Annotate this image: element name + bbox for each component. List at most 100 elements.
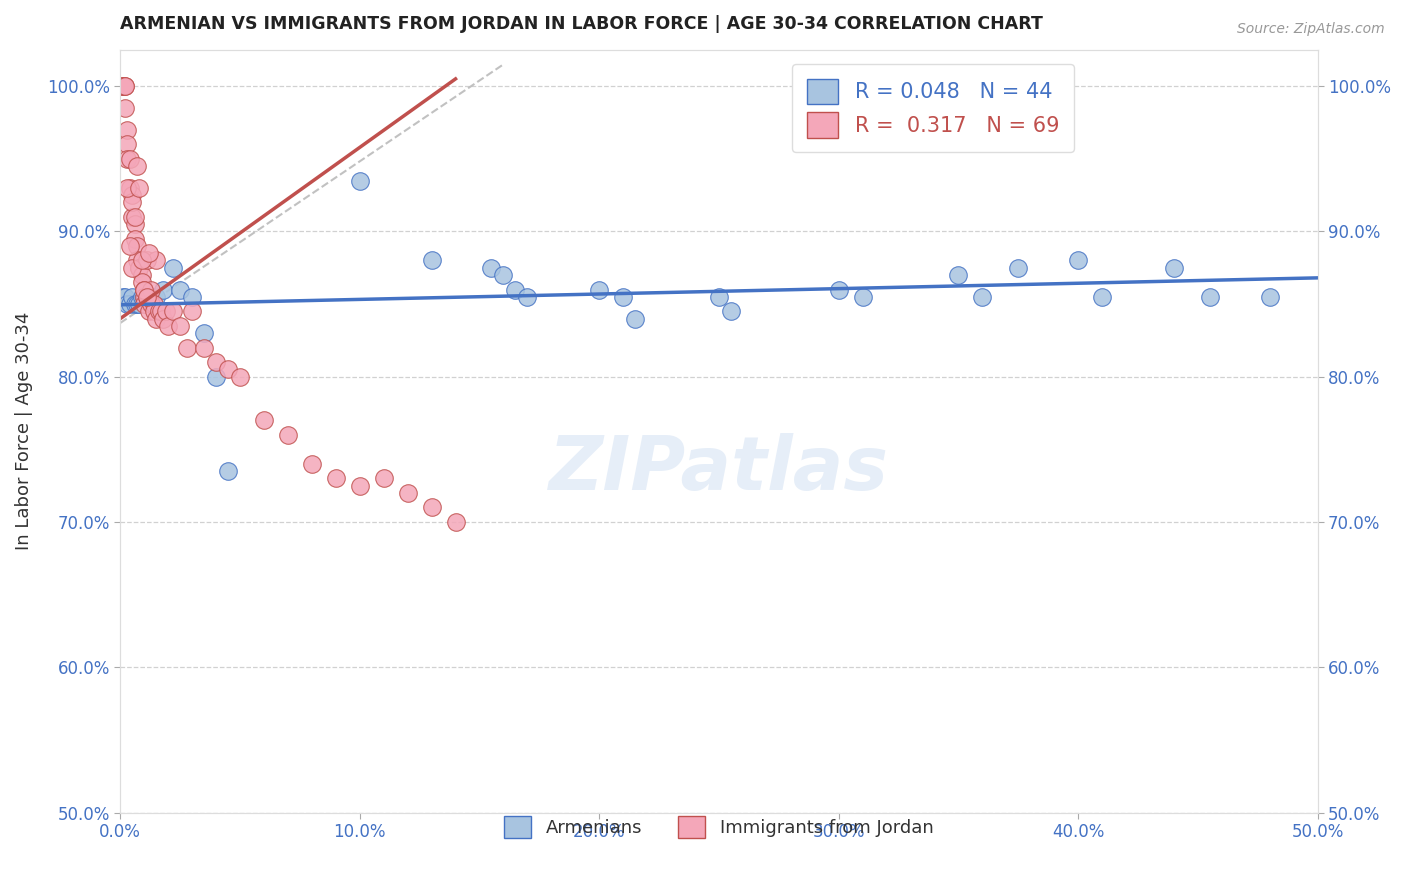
Point xyxy=(138,246,160,260)
Point xyxy=(229,369,252,384)
Point xyxy=(253,413,276,427)
Point xyxy=(118,297,141,311)
Text: ZIPatlas: ZIPatlas xyxy=(548,433,889,506)
Point xyxy=(134,283,156,297)
Point xyxy=(135,253,157,268)
Point xyxy=(420,500,443,515)
Point xyxy=(124,232,146,246)
Point xyxy=(373,471,395,485)
Point xyxy=(135,290,157,304)
Point xyxy=(720,304,742,318)
Point xyxy=(128,297,150,311)
Point xyxy=(134,297,156,311)
Point xyxy=(152,283,174,297)
Point xyxy=(111,79,134,94)
Point xyxy=(1091,290,1114,304)
Point xyxy=(121,195,143,210)
Point xyxy=(181,290,204,304)
Point xyxy=(124,210,146,224)
Point xyxy=(145,290,167,304)
Point xyxy=(117,137,139,152)
Point xyxy=(114,79,136,94)
Point xyxy=(124,297,146,311)
Point xyxy=(128,181,150,195)
Point xyxy=(948,268,970,282)
Point xyxy=(111,79,134,94)
Point xyxy=(128,260,150,275)
Point xyxy=(349,173,371,187)
Point xyxy=(114,79,136,94)
Point xyxy=(128,260,150,275)
Point xyxy=(1198,290,1220,304)
Point xyxy=(162,304,184,318)
Point xyxy=(396,486,419,500)
Point xyxy=(111,290,134,304)
Point xyxy=(111,79,134,94)
Point xyxy=(131,275,153,289)
Point xyxy=(131,268,153,282)
Point xyxy=(125,253,148,268)
Point xyxy=(155,304,177,318)
Point xyxy=(152,311,174,326)
Point xyxy=(142,304,165,318)
Point xyxy=(277,427,299,442)
Point xyxy=(217,464,239,478)
Point xyxy=(169,318,191,333)
Point xyxy=(516,290,538,304)
Point xyxy=(707,290,730,304)
Point xyxy=(217,362,239,376)
Point xyxy=(150,304,173,318)
Point xyxy=(624,311,647,326)
Point xyxy=(121,290,143,304)
Point xyxy=(134,290,156,304)
Point xyxy=(118,181,141,195)
Y-axis label: In Labor Force | Age 30-34: In Labor Force | Age 30-34 xyxy=(15,312,32,550)
Point xyxy=(176,341,198,355)
Point xyxy=(852,290,875,304)
Point xyxy=(193,326,215,340)
Point xyxy=(138,290,160,304)
Point xyxy=(125,159,148,173)
Point xyxy=(505,283,527,297)
Point xyxy=(117,297,139,311)
Point xyxy=(145,311,167,326)
Point xyxy=(125,297,148,311)
Point xyxy=(135,290,157,304)
Point xyxy=(121,210,143,224)
Point xyxy=(131,290,153,304)
Point xyxy=(117,152,139,166)
Point xyxy=(205,369,228,384)
Point xyxy=(121,260,143,275)
Point xyxy=(325,471,347,485)
Point xyxy=(131,253,153,268)
Point xyxy=(142,297,165,311)
Point xyxy=(205,355,228,369)
Point xyxy=(148,304,170,318)
Point xyxy=(141,297,163,311)
Point xyxy=(124,217,146,231)
Point xyxy=(162,260,184,275)
Point xyxy=(1163,260,1185,275)
Point xyxy=(444,515,467,529)
Point xyxy=(1067,253,1090,268)
Point xyxy=(125,239,148,253)
Point xyxy=(157,318,180,333)
Point xyxy=(118,239,141,253)
Point xyxy=(118,152,141,166)
Point xyxy=(134,290,156,304)
Point xyxy=(121,188,143,202)
Point xyxy=(117,122,139,136)
Point xyxy=(181,304,204,318)
Point xyxy=(134,283,156,297)
Point xyxy=(114,290,136,304)
Text: Source: ZipAtlas.com: Source: ZipAtlas.com xyxy=(1237,22,1385,37)
Point xyxy=(141,283,163,297)
Text: ARMENIAN VS IMMIGRANTS FROM JORDAN IN LABOR FORCE | AGE 30-34 CORRELATION CHART: ARMENIAN VS IMMIGRANTS FROM JORDAN IN LA… xyxy=(121,15,1043,33)
Point xyxy=(972,290,994,304)
Point xyxy=(1007,260,1029,275)
Point xyxy=(420,253,443,268)
Point xyxy=(117,181,139,195)
Point xyxy=(588,283,610,297)
Point xyxy=(193,341,215,355)
Legend: Armenians, Immigrants from Jordan: Armenians, Immigrants from Jordan xyxy=(496,809,941,846)
